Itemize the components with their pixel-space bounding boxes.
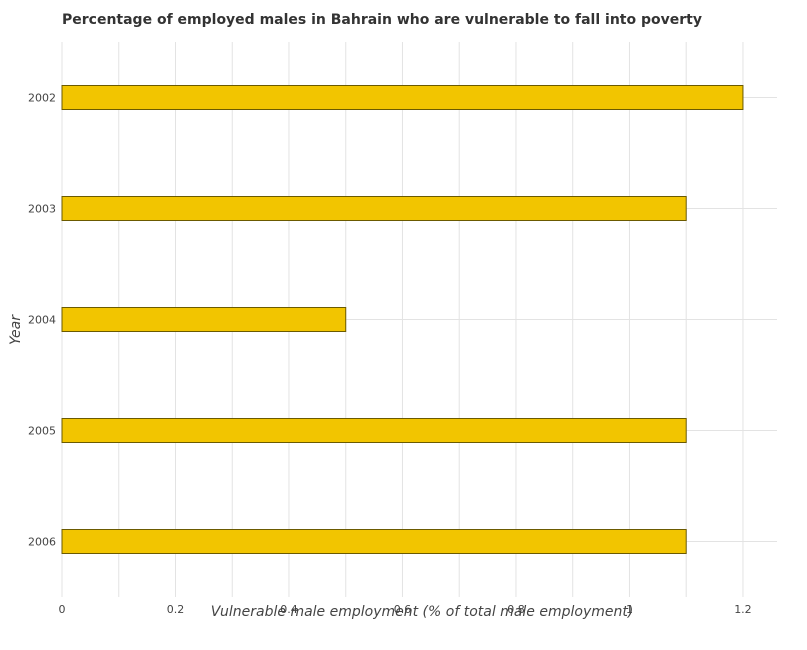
x-tick-label: 0.2 [167, 603, 185, 616]
bar-2004 [62, 308, 346, 332]
y-tick-label: 2005 [28, 425, 56, 438]
x-tick-label: 1.2 [734, 603, 752, 616]
bar-2003 [62, 197, 686, 221]
bar-2006 [62, 530, 686, 554]
y-tick-label: 2003 [28, 203, 56, 216]
bar-2002 [62, 86, 743, 110]
chart-title: Percentage of employed males in Bahrain … [62, 12, 702, 28]
y-tick-label: 2002 [28, 92, 56, 105]
y-axis-label: Year [8, 314, 24, 345]
y-tick-labels: 2002 2003 2004 2005 2006 [28, 92, 56, 549]
y-tick-label: 2004 [28, 314, 56, 327]
x-tick-label: 0 [59, 603, 66, 616]
bar-2005 [62, 419, 686, 443]
x-axis-label: Vulnerable male employment (% of total m… [211, 604, 634, 620]
y-tick-label: 2006 [28, 536, 56, 549]
